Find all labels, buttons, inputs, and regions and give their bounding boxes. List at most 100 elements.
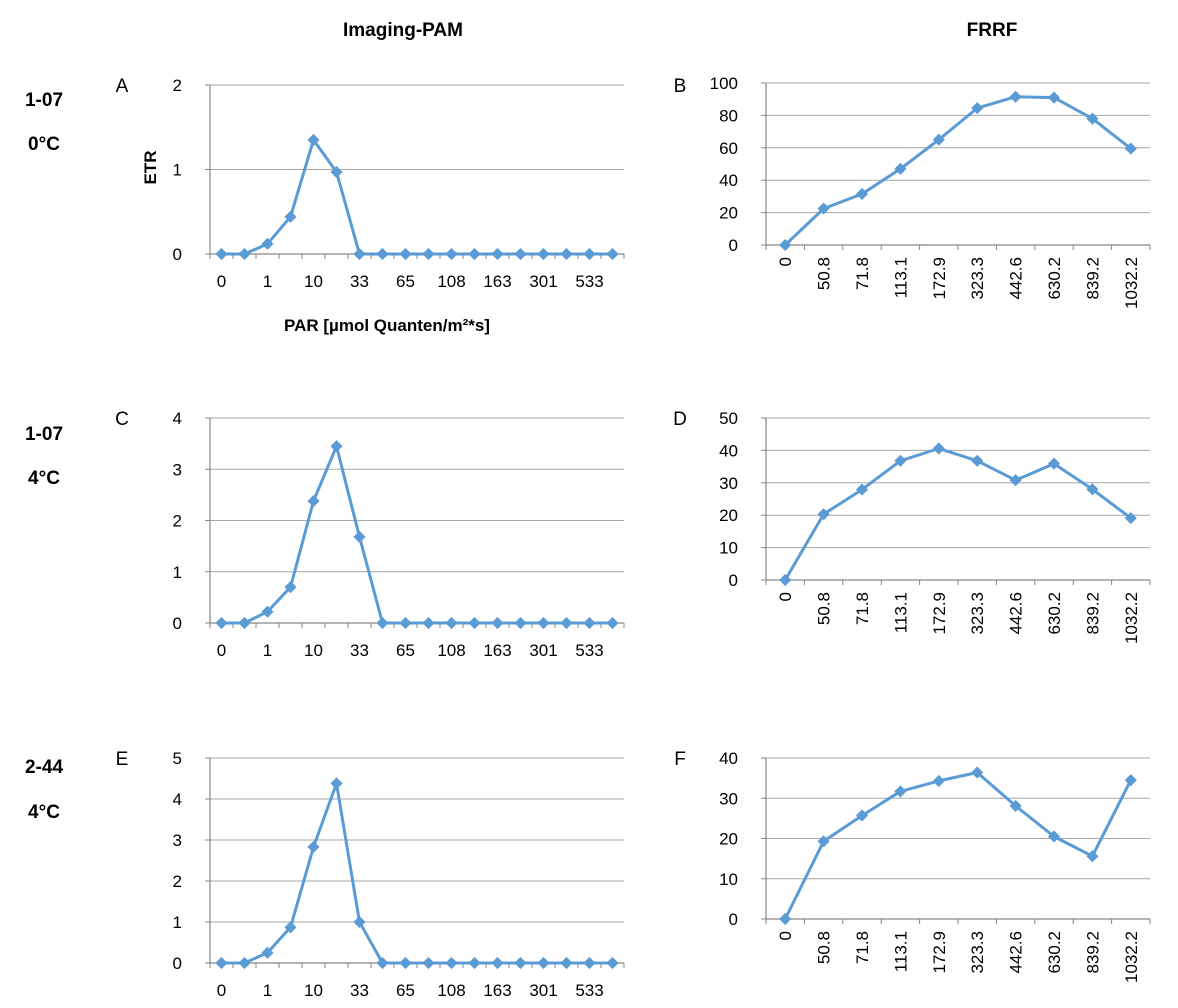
x-tick-label: 113.1 xyxy=(891,257,910,298)
data-point xyxy=(491,956,504,970)
panel-letter: A xyxy=(116,76,129,97)
y-axis-title: ETR xyxy=(141,151,160,185)
data-point xyxy=(422,616,435,630)
data-point xyxy=(779,912,792,926)
x-tick-label: 533 xyxy=(575,641,603,660)
data-point xyxy=(1047,457,1061,470)
y-tick-label: 60 xyxy=(719,139,738,158)
x-tick-label: 630.2 xyxy=(1045,592,1064,635)
x-tick-label: 33 xyxy=(350,981,369,1000)
data-point xyxy=(779,573,792,587)
x-tick-label: 323.3 xyxy=(968,592,987,635)
data-point xyxy=(238,956,251,970)
y-tick-label: 2 xyxy=(173,512,182,531)
data-point xyxy=(894,785,907,798)
x-tick-label: 33 xyxy=(350,641,369,660)
data-point xyxy=(468,247,481,261)
data-point xyxy=(422,956,435,970)
y-tick-label: 20 xyxy=(719,830,738,849)
row-label-temperature: 4°C xyxy=(28,802,60,823)
x-tick-label: 1032.2 xyxy=(1122,931,1141,983)
data-point xyxy=(353,530,366,543)
y-tick-label: 0 xyxy=(173,245,182,264)
data-point xyxy=(1086,112,1099,125)
y-tick-label: 2 xyxy=(173,872,182,891)
x-tick-label: 301 xyxy=(529,641,557,660)
x-tick-label: 301 xyxy=(529,272,557,291)
y-tick-label: 40 xyxy=(719,749,738,768)
data-point xyxy=(1124,774,1137,787)
column-header-frrf: FRRF xyxy=(967,20,1018,41)
data-point xyxy=(560,247,573,261)
x-axis-title: PAR [µmol Quanten/m²*s] xyxy=(284,316,490,335)
data-point xyxy=(1047,830,1061,843)
y-tick-label: 4 xyxy=(173,409,182,428)
y-tick-label: 100 xyxy=(710,74,738,93)
data-point xyxy=(445,616,458,630)
y-tick-label: 3 xyxy=(173,831,182,850)
x-tick-label: 1 xyxy=(263,641,272,660)
x-tick-label: 10 xyxy=(304,981,323,1000)
column-header-imaging-pam: Imaging-PAM xyxy=(343,20,463,41)
x-tick-label: 65 xyxy=(396,272,415,291)
y-tick-label: 0 xyxy=(729,571,738,590)
data-point xyxy=(491,616,504,630)
y-tick-label: 30 xyxy=(719,789,738,808)
data-point xyxy=(215,247,228,261)
data-point xyxy=(971,766,984,779)
y-tick-label: 80 xyxy=(719,106,738,125)
x-tick-label: 172.9 xyxy=(930,257,949,300)
panel-letter: F xyxy=(674,749,686,770)
x-tick-label: 442.6 xyxy=(1007,592,1026,635)
data-point xyxy=(399,616,412,630)
x-tick-label: 442.6 xyxy=(1007,257,1026,300)
data-point xyxy=(261,237,274,250)
data-point xyxy=(537,247,550,261)
x-tick-label: 65 xyxy=(396,641,415,660)
x-tick-label: 442.6 xyxy=(1007,931,1026,974)
data-point xyxy=(817,508,830,521)
x-tick-label: 0 xyxy=(217,641,226,660)
y-tick-label: 0 xyxy=(173,614,182,633)
x-tick-label: 1 xyxy=(263,981,272,1000)
row-label-sample: 1-07 xyxy=(25,90,63,111)
y-tick-label: 2 xyxy=(173,76,182,95)
y-tick-label: 10 xyxy=(719,870,738,889)
data-point xyxy=(307,494,320,508)
x-tick-label: 0 xyxy=(217,981,226,1000)
series-line xyxy=(784,95,1132,247)
series-line xyxy=(221,138,613,256)
data-point xyxy=(932,774,945,788)
y-tick-label: 4 xyxy=(173,790,182,809)
row-label-sample: 2-44 xyxy=(25,757,63,778)
y-tick-label: 0 xyxy=(173,954,182,973)
data-point xyxy=(238,616,251,630)
data-point xyxy=(491,247,504,261)
row-label-temperature: 4°C xyxy=(28,468,60,489)
data-point xyxy=(376,616,389,630)
x-tick-label: 1 xyxy=(263,272,272,291)
data-point xyxy=(606,247,619,261)
data-point xyxy=(583,247,596,261)
x-tick-label: 163 xyxy=(483,981,511,1000)
data-point xyxy=(238,247,251,261)
y-tick-label: 10 xyxy=(719,539,738,558)
row-label-temperature: 0°C xyxy=(28,134,60,155)
x-tick-label: 0 xyxy=(776,257,795,266)
data-point xyxy=(855,187,869,201)
data-point xyxy=(445,956,458,970)
x-tick-label: 839.2 xyxy=(1083,592,1102,635)
data-point xyxy=(560,956,573,970)
data-point xyxy=(855,809,869,822)
y-tick-label: 40 xyxy=(719,171,738,190)
data-point xyxy=(932,133,945,146)
y-tick-label: 20 xyxy=(719,506,738,525)
x-tick-label: 0 xyxy=(217,272,226,291)
x-tick-label: 108 xyxy=(437,981,465,1000)
series-line xyxy=(783,771,1133,920)
x-tick-label: 113.1 xyxy=(891,592,910,633)
y-tick-label: 0 xyxy=(729,910,738,929)
x-tick-label: 33 xyxy=(350,272,369,291)
y-tick-label: 40 xyxy=(719,441,738,460)
